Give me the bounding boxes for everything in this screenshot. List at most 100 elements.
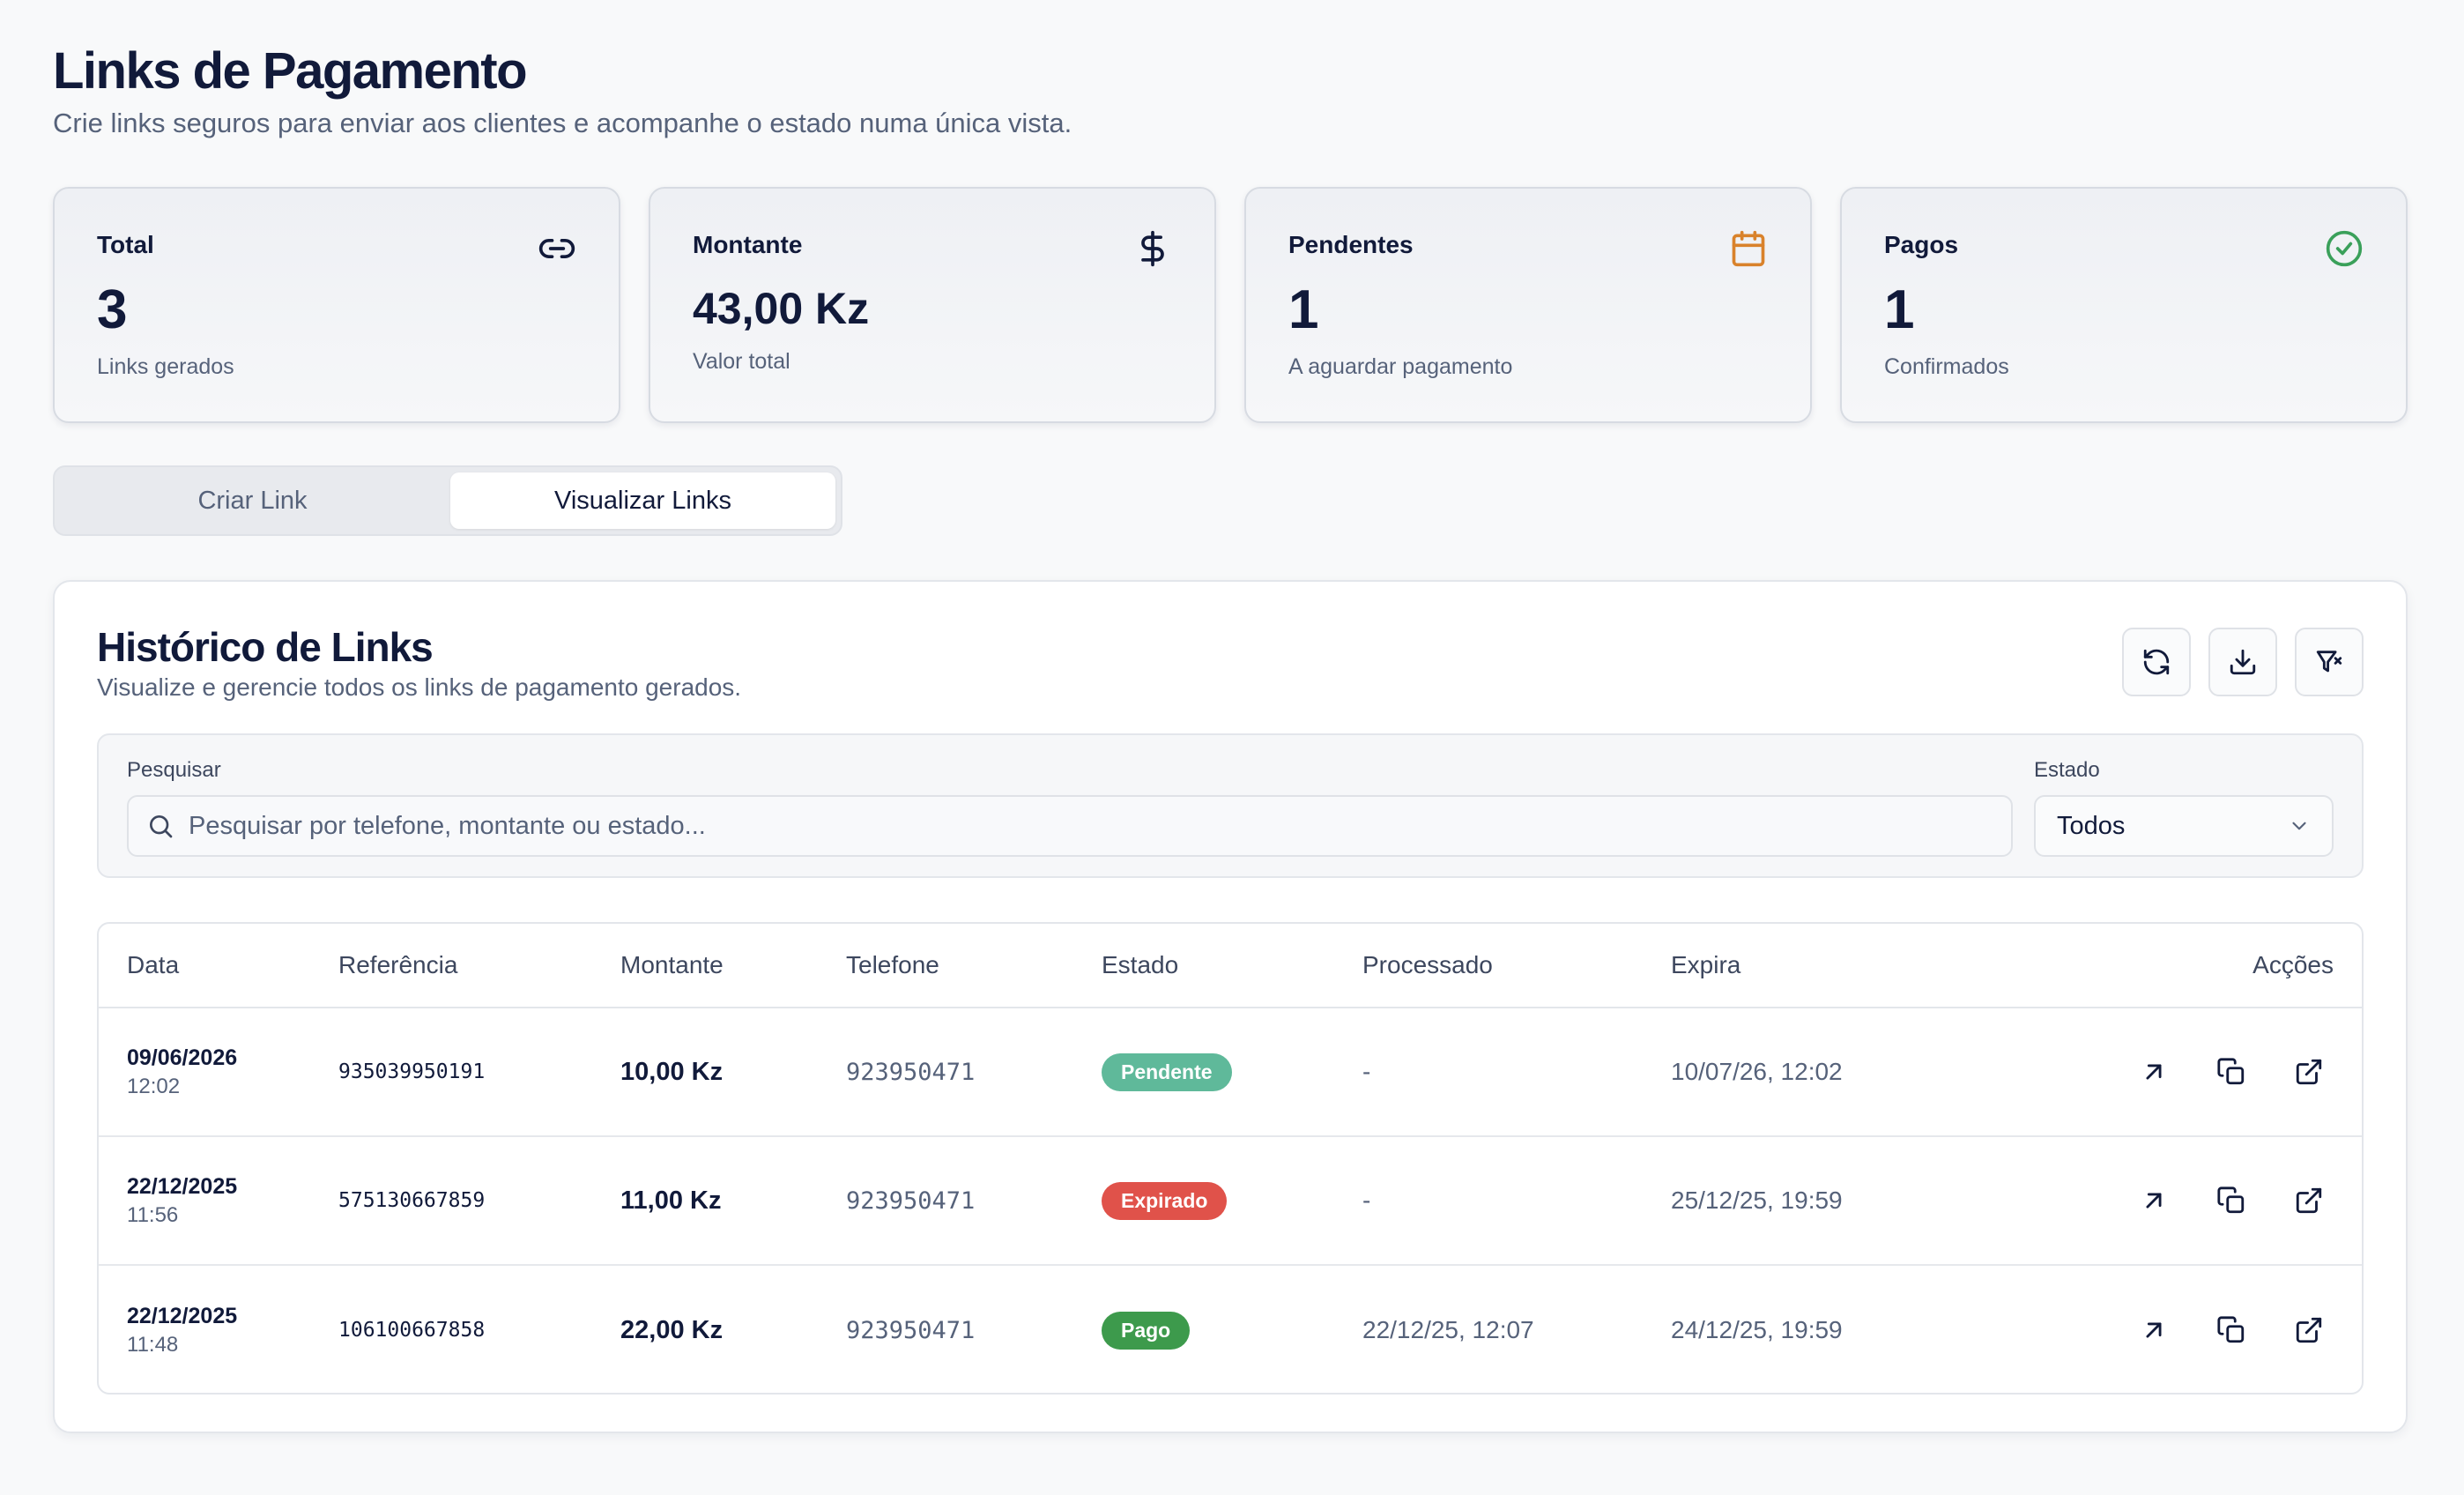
row-date-time: 11:56 [127, 1202, 179, 1227]
tabs: Criar Link Visualizar Links [53, 465, 842, 536]
row-amount: 22,00 Kz [620, 1315, 724, 1344]
copy-icon [2217, 1186, 2245, 1214]
status-badge: Pendente [1102, 1052, 1232, 1091]
row-status: Expirado [1102, 1181, 1362, 1220]
filter-clear-icon [2316, 651, 2342, 673]
search-box[interactable] [127, 795, 2013, 857]
refresh-icon [2143, 649, 2170, 675]
copy-icon [2217, 1316, 2245, 1343]
history-panel: Histórico de Links Visualize e gerencie … [53, 580, 2408, 1433]
external-link-button[interactable] [2291, 1183, 2327, 1218]
open-arrow-button[interactable] [2136, 1054, 2171, 1090]
row-processed: - [1362, 1058, 1371, 1085]
state-select[interactable]: Todos [2034, 795, 2334, 857]
col-expira[interactable]: Expira [1671, 951, 1741, 978]
external-link-button[interactable] [2291, 1313, 2327, 1348]
row-date-time: 11:48 [127, 1332, 179, 1357]
dollar-icon [1141, 230, 1164, 267]
col-accoes: Acções [2252, 951, 2334, 978]
copy-button[interactable] [2214, 1313, 2249, 1348]
row-phone: 923950471 [846, 1186, 976, 1215]
stats-row: Total 3 Links gerados Montante 43,00 Kz … [53, 187, 2408, 423]
row-date-main: 09/06/2026 [127, 1045, 238, 1070]
page: Links de Pagamento Crie links seguros pa… [53, 39, 2408, 1433]
status-badge: Expirado [1102, 1181, 1228, 1220]
stat-card-pendentes: Pendentes 1 A aguardar pagamento [1244, 187, 1812, 423]
table-row[interactable]: 22/12/2025 11:56 575130667859 11,00 Kz 9… [99, 1137, 2362, 1266]
table-row[interactable]: 09/06/2026 12:02 935039950191 10,00 Kz 9… [99, 1008, 2362, 1137]
col-montante[interactable]: Montante [620, 951, 724, 978]
col-data[interactable]: Data [127, 951, 180, 978]
stat-card-pagos: Pagos 1 Confirmados [1840, 187, 2408, 423]
tab-visualizar-links[interactable]: Visualizar Links [450, 472, 835, 529]
stat-label: Pagos [1884, 231, 1959, 258]
row-status: Pago [1102, 1311, 1362, 1350]
external-link-icon [2296, 1059, 2322, 1085]
col-processado[interactable]: Processado [1362, 951, 1493, 978]
row-date: 22/12/2025 11:48 [99, 1304, 338, 1357]
row-amount: 11,00 Kz [620, 1186, 722, 1215]
search-label: Pesquisar [127, 758, 221, 782]
copy-button[interactable] [2214, 1054, 2249, 1090]
table-row[interactable]: 22/12/2025 11:48 106100667858 22,00 Kz 9… [99, 1266, 2362, 1393]
page-title: Links de Pagamento [53, 42, 528, 100]
row-expires: 24/12/25, 19:59 [1671, 1316, 1843, 1343]
row-date-main: 22/12/2025 [127, 1303, 238, 1328]
calendar-icon [1732, 230, 1765, 267]
stat-caption: A aguardar pagamento [1288, 354, 1513, 379]
clear-filter-button[interactable] [2295, 628, 2364, 696]
panel-title: Histórico de Links [97, 624, 434, 670]
stat-value: 43,00 Kz [693, 284, 870, 333]
stat-caption: Valor total [693, 349, 790, 374]
state-group: Estado Todos [2034, 758, 2334, 857]
row-expires: 10/07/26, 12:02 [1671, 1058, 1843, 1085]
row-actions [2076, 1183, 2362, 1218]
table-header: Data Referência Montante Telefone Estado… [99, 924, 2362, 1008]
stat-caption: Confirmados [1884, 354, 2009, 379]
arrow-up-right-icon [2146, 1064, 2162, 1080]
panel-actions [2122, 628, 2364, 696]
row-date: 22/12/2025 11:56 [99, 1174, 338, 1228]
page-subtitle: Crie links seguros para enviar aos clien… [53, 108, 1072, 138]
row-processed: - [1362, 1186, 1371, 1214]
row-amount: 10,00 Kz [620, 1057, 724, 1086]
stat-value: 3 [97, 279, 128, 340]
search-input[interactable] [189, 811, 2011, 841]
stat-label: Total [97, 231, 154, 258]
row-processed: 22/12/25, 12:07 [1362, 1316, 1534, 1343]
stat-caption: Links gerados [97, 354, 234, 379]
open-arrow-button[interactable] [2136, 1313, 2171, 1348]
link-icon [538, 239, 575, 258]
stat-label: Montante [693, 231, 803, 258]
state-label: Estado [2034, 758, 2100, 782]
stat-value: 1 [1884, 279, 1915, 340]
refresh-button[interactable] [2122, 628, 2191, 696]
open-arrow-button[interactable] [2136, 1183, 2171, 1218]
download-icon [2230, 649, 2256, 675]
stat-value: 1 [1288, 279, 1319, 340]
row-reference: 106100667858 [338, 1319, 486, 1342]
filters-box: Pesquisar Estado Todos [97, 733, 2364, 878]
row-phone: 923950471 [846, 1058, 976, 1086]
row-status: Pendente [1102, 1052, 1362, 1091]
arrow-up-right-icon [2146, 1193, 2162, 1209]
download-button[interactable] [2208, 628, 2277, 696]
col-telefone[interactable]: Telefone [846, 951, 939, 978]
tab-criar-link[interactable]: Criar Link [197, 486, 308, 515]
stat-label: Pendentes [1288, 231, 1414, 258]
row-reference: 935039950191 [338, 1060, 486, 1083]
search-icon [150, 815, 173, 838]
status-badge: Pago [1102, 1311, 1191, 1350]
copy-icon [2217, 1058, 2245, 1085]
state-select-value: Todos [2057, 811, 2126, 840]
copy-button[interactable] [2214, 1183, 2249, 1218]
row-date-main: 22/12/2025 [127, 1173, 238, 1199]
search-group: Pesquisar [127, 758, 2013, 857]
col-estado[interactable]: Estado [1102, 951, 1179, 978]
chevron-down-icon [2292, 822, 2306, 830]
stat-card-montante: Montante 43,00 Kz Valor total [649, 187, 1216, 423]
external-link-button[interactable] [2291, 1054, 2327, 1090]
col-referencia[interactable]: Referência [338, 951, 458, 978]
panel-subtitle: Visualize e gerencie todos os links de p… [97, 673, 742, 701]
stat-card-total: Total 3 Links gerados [53, 187, 620, 423]
